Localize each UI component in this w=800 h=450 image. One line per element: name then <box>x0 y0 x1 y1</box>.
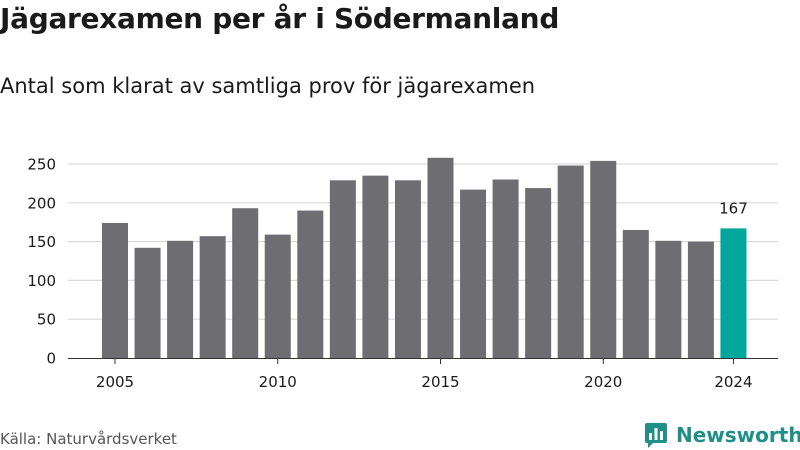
bar-2014 <box>394 180 421 358</box>
y-axis-tick-labels: 0 50 100 150 200 250 <box>27 156 56 368</box>
y-tick-label: 0 <box>46 350 56 368</box>
bar-chart: 0 50 100 150 200 250 2005 2010 2015 2020 2024 167 <box>27 156 778 391</box>
bar-2012 <box>329 180 356 358</box>
y-tick-label: 100 <box>27 272 56 290</box>
bar-2015 <box>427 157 454 358</box>
bar-2007 <box>167 240 194 358</box>
bar-2016 <box>460 189 487 358</box>
bar-2020 <box>590 160 617 358</box>
bar-2013 <box>362 175 389 358</box>
x-tick-label: 2010 <box>259 373 297 391</box>
x-tick-label: 2015 <box>421 373 459 391</box>
chart-title: Jägarexamen per år i Södermanland <box>0 2 560 35</box>
x-axis-tick-labels: 2005 2010 2015 2020 2024 <box>96 373 753 391</box>
bar-2023 <box>687 241 714 358</box>
bar-2011 <box>297 210 324 358</box>
y-tick-label: 250 <box>27 156 56 174</box>
data-labels: 167 <box>719 199 748 217</box>
source-note: Källa: Naturvårdsverket <box>0 430 177 448</box>
bar-2009 <box>232 208 259 358</box>
data-label-2024: 167 <box>719 199 748 217</box>
x-tick-label: 2024 <box>714 373 752 391</box>
bar-2021 <box>622 229 649 358</box>
y-tick-label: 50 <box>37 311 56 329</box>
bar-2008 <box>199 236 226 358</box>
bar-2022 <box>655 240 682 358</box>
bars <box>102 157 747 358</box>
x-tick-label: 2005 <box>96 373 134 391</box>
bar-chart-speech-bubble-icon <box>645 423 667 448</box>
bar-2010 <box>264 234 291 358</box>
bar-2006 <box>134 247 161 358</box>
chart-subtitle: Antal som klarat av samtliga prov för jä… <box>0 74 536 98</box>
x-tick-label: 2020 <box>584 373 622 391</box>
bar-2017 <box>492 179 519 358</box>
y-tick-label: 200 <box>27 194 56 212</box>
bar-2018 <box>525 188 552 358</box>
bar-2024 <box>720 228 747 358</box>
bar-2019 <box>557 165 584 358</box>
brand-name: Newsworthy <box>676 423 800 447</box>
brand-logo: Newsworthy <box>644 420 800 450</box>
bar-2005 <box>102 222 128 358</box>
y-tick-label: 150 <box>27 233 56 251</box>
x-axis <box>68 358 778 364</box>
